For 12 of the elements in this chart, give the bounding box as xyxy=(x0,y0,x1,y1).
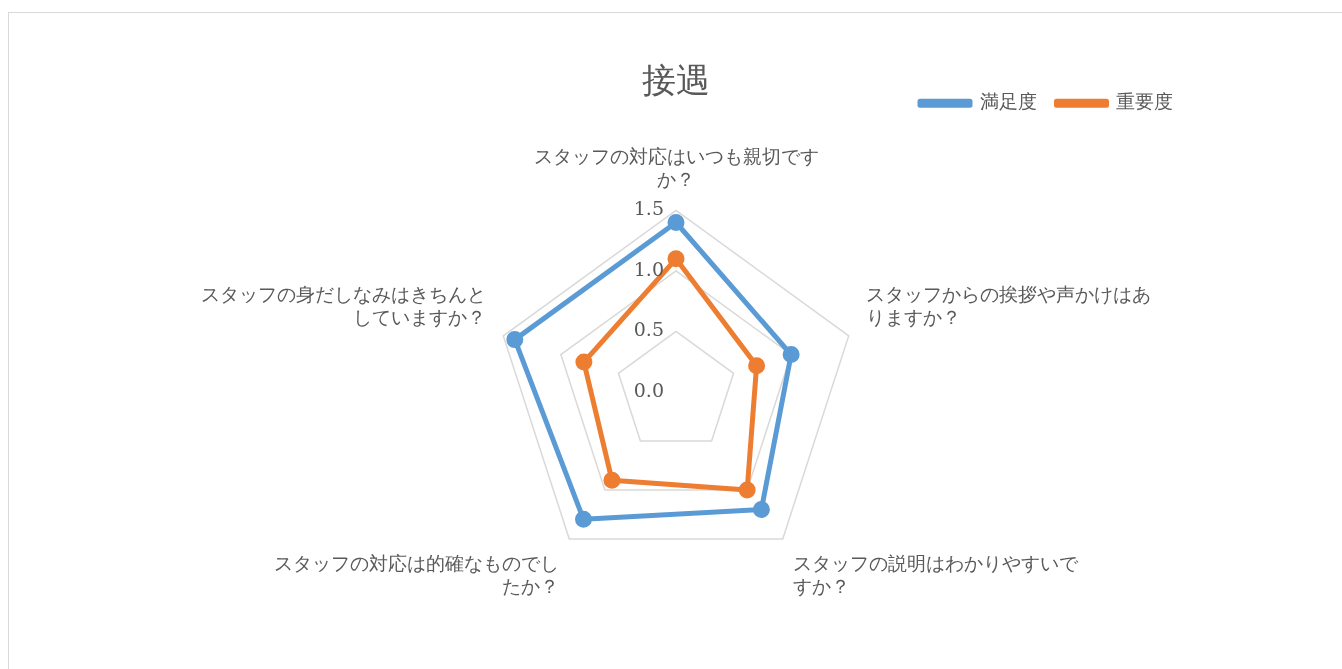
spoke-label: スタッフの対応は的確なものでしたか？ xyxy=(273,551,559,597)
spoke-label: スタッフの身だしなみはきちんとしていますか？ xyxy=(201,283,487,328)
spoke-label: スタッフの説明はわかりやすいですか？ xyxy=(793,551,1080,597)
legend-label: 重要度 xyxy=(1116,90,1173,113)
spoke-label: スタッフの対応はいつも親切ですか？ xyxy=(533,145,819,190)
chart-title: 接遇 xyxy=(642,60,710,101)
y-tick-label: 1.5 xyxy=(633,197,664,220)
y-tick-label: 0.0 xyxy=(633,378,664,401)
legend-label: 満足度 xyxy=(979,90,1037,113)
spoke-label: スタッフからの挨拶や声かけはありますか？ xyxy=(865,283,1151,328)
y-tick-label: 1.0 xyxy=(633,257,664,280)
y-tick-label: 0.5 xyxy=(633,318,664,341)
